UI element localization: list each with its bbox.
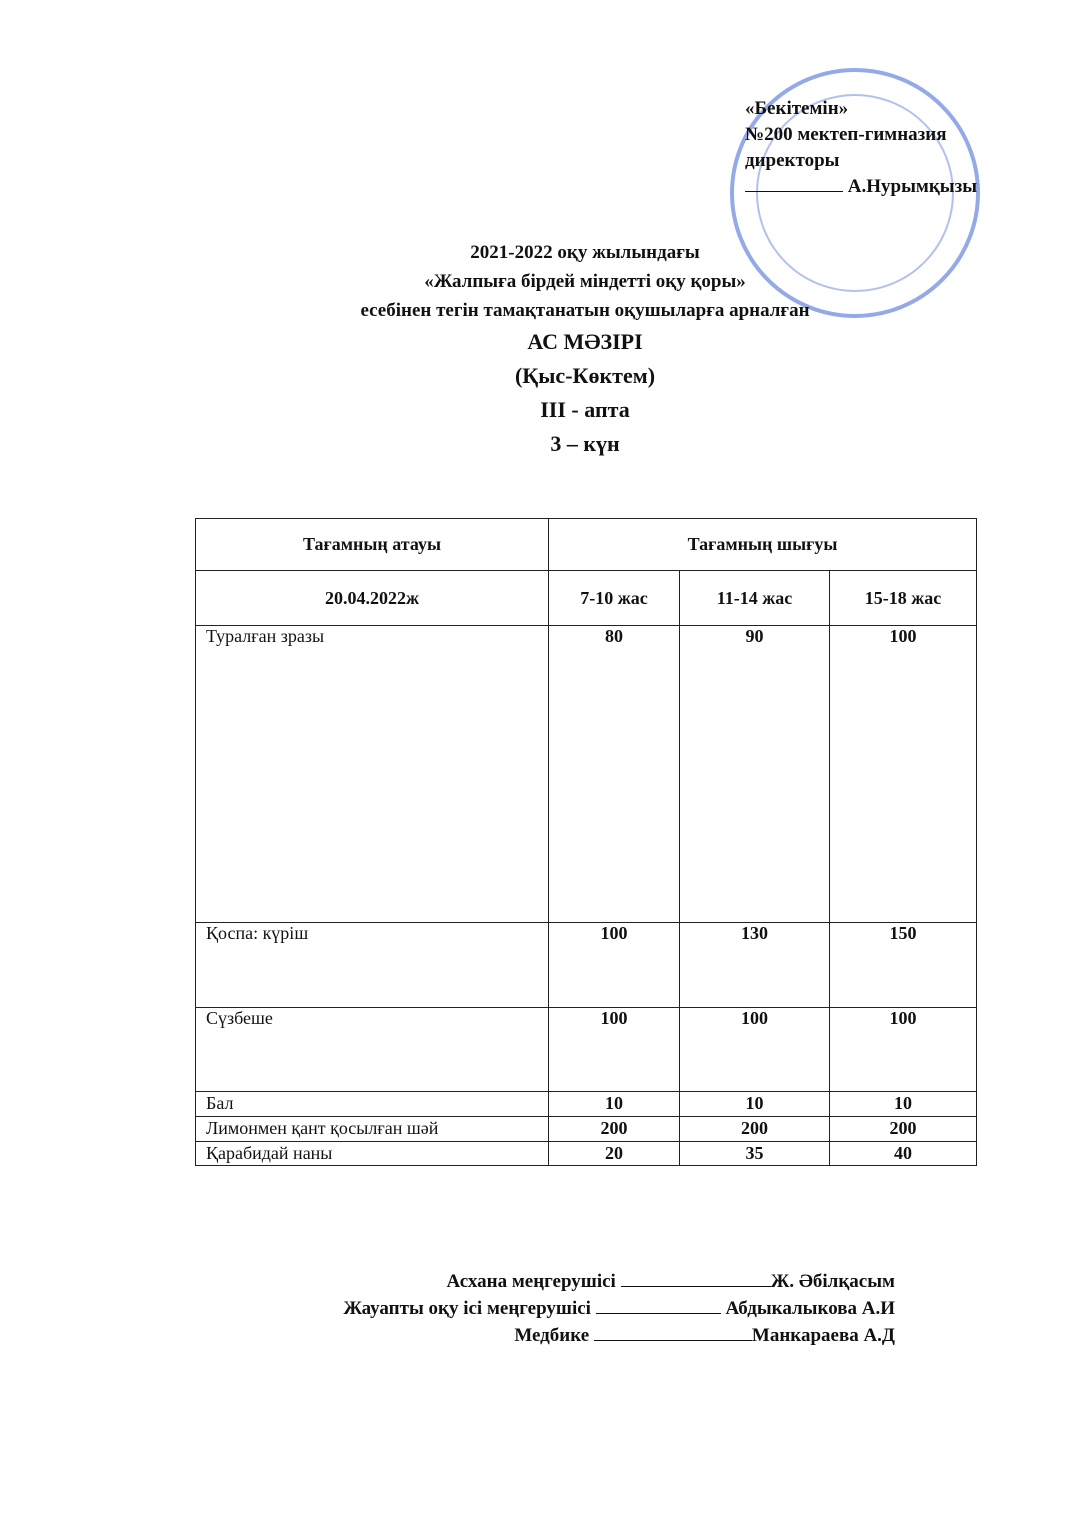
title-line: есебінен тегін тамақтанатын оқушыларға а… — [360, 300, 810, 321]
age-group: 15-18 жас — [829, 570, 977, 626]
title-line: «Жалпыға бірдей міндетті оқу қоры» — [424, 271, 746, 292]
portion-value: 100 — [829, 1007, 977, 1092]
approval-line: №200 мектеп-гимназия — [745, 124, 947, 145]
portion-value: 10 — [829, 1091, 977, 1117]
table-row: Туралған зразы 80 90 100 — [195, 625, 977, 923]
portion-value: 130 — [679, 922, 830, 1008]
portion-value: 20 — [548, 1141, 680, 1166]
signature-line: Жауапты оқу ісі меңгерушісі Абдыкалыкова… — [343, 1295, 895, 1322]
menu-table: Тағамның атауы Тағамның шығуы 20.04.2022… — [195, 518, 977, 1166]
signature-role: Асхана меңгерушісі — [446, 1271, 616, 1292]
official-seal-stamp — [730, 68, 980, 318]
portion-value: 100 — [548, 922, 680, 1008]
handwritten-signature — [593, 1340, 752, 1341]
table-row: Қоспа: күріш 100 130 150 — [195, 922, 977, 1008]
signature-role: Медбике — [514, 1325, 590, 1346]
director-signature — [745, 191, 843, 192]
portion-value: 100 — [679, 1007, 830, 1092]
dish-name: Туралған зразы — [195, 625, 549, 923]
menu-heading: АС МӘЗІРІ — [527, 329, 643, 354]
dish-name: Қарабидай наны — [195, 1141, 549, 1166]
week-heading: III - апта — [540, 397, 630, 422]
portion-value: 100 — [829, 625, 977, 923]
dish-name: Қоспа: күріш — [195, 922, 549, 1008]
table-row: Лимонмен қант қосылған шәй 200 200 200 — [195, 1116, 977, 1142]
table-row: Бал 10 10 10 — [195, 1091, 977, 1117]
approval-line: «Бекітемін» — [745, 98, 849, 119]
age-group: 7-10 жас — [548, 570, 680, 626]
signature-name: Манкараева А.Д — [751, 1325, 895, 1346]
portion-value: 200 — [829, 1116, 977, 1142]
portion-value: 100 — [548, 1007, 680, 1092]
document-title: 2021-2022 оқу жылындағы «Жалпыға бірдей … — [0, 238, 1080, 461]
signature-line: Медбике Манкараева А.Д — [343, 1322, 895, 1349]
table-row: Сүзбеше 100 100 100 — [195, 1007, 977, 1092]
season-heading: (Қыс-Көктем) — [514, 363, 656, 388]
portion-value: 10 — [679, 1091, 830, 1117]
portion-value: 10 — [548, 1091, 680, 1117]
header-dish-name: Тағамның атауы — [195, 518, 549, 571]
approval-block: «Бекітемін» №200 мектеп-гимназия директо… — [745, 96, 977, 200]
dish-name: Лимонмен қант қосылған шәй — [195, 1116, 549, 1142]
header-output: Тағамның шығуы — [548, 518, 977, 571]
signature-name: Ж. Әбілқасым — [770, 1271, 895, 1292]
dish-name: Сүзбеше — [195, 1007, 549, 1092]
title-line: 2021-2022 оқу жылындағы — [470, 242, 700, 263]
signature-name: Абдыкалыкова А.И — [725, 1298, 895, 1319]
portion-value: 200 — [548, 1116, 680, 1142]
portion-value: 150 — [829, 922, 977, 1008]
portion-value: 200 — [679, 1116, 830, 1142]
handwritten-signature — [595, 1313, 721, 1314]
signatures-block: Асхана меңгерушісі Ж. Әбілқасым Жауапты … — [343, 1268, 895, 1349]
director-name: А.Нурымқызы — [847, 176, 978, 197]
portion-value: 35 — [679, 1141, 830, 1166]
menu-date: 20.04.2022ж — [195, 570, 549, 626]
age-group: 11-14 жас — [679, 570, 830, 626]
portion-value: 40 — [829, 1141, 977, 1166]
portion-value: 80 — [548, 625, 680, 923]
day-heading: 3 – күн — [550, 431, 620, 456]
portion-value: 90 — [679, 625, 830, 923]
signature-role: Жауапты оқу ісі меңгерушісі — [343, 1298, 591, 1319]
table-row: Қарабидай наны 20 35 40 — [195, 1141, 977, 1166]
handwritten-signature — [620, 1286, 771, 1287]
approval-line: директоры — [745, 150, 840, 171]
dish-name: Бал — [195, 1091, 549, 1117]
signature-line: Асхана меңгерушісі Ж. Әбілқасым — [343, 1268, 895, 1295]
